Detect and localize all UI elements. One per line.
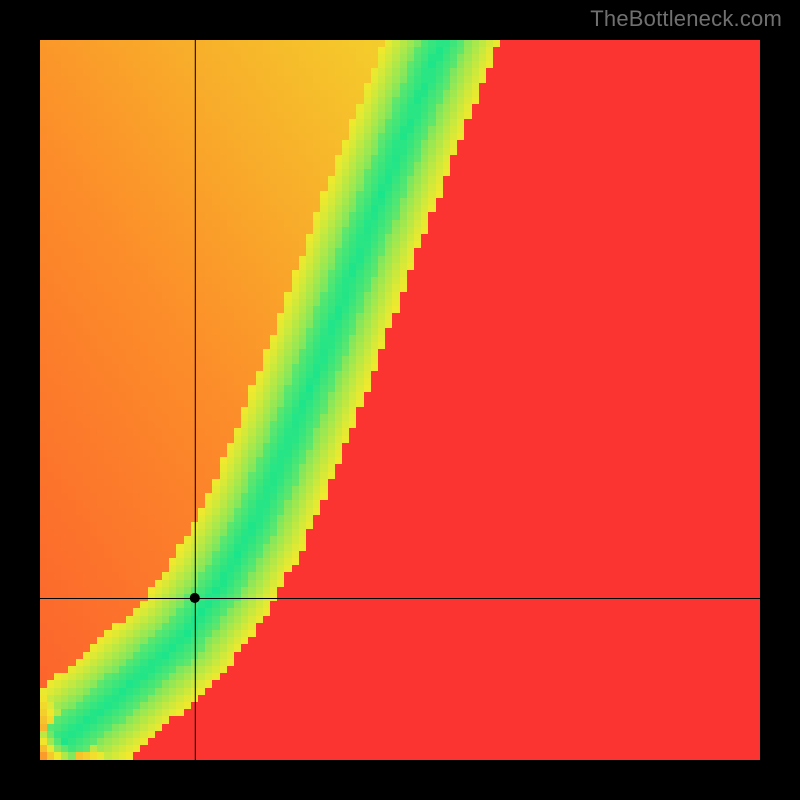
heatmap-container [40,40,760,760]
heatmap-canvas [40,40,760,760]
watermark-text: TheBottleneck.com [590,6,782,32]
